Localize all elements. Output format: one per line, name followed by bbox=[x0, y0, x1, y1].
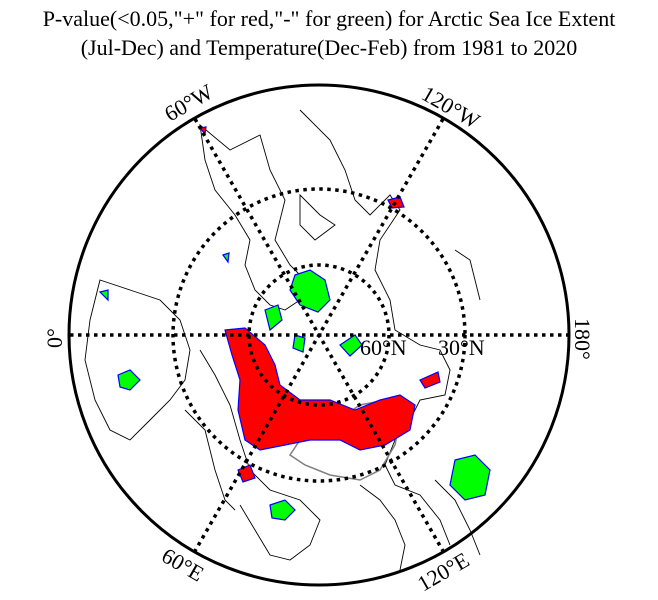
latitude-circle-60n bbox=[247, 263, 391, 407]
label-30n: 30°N bbox=[438, 335, 485, 360]
china-border bbox=[288, 399, 401, 481]
meridian-120w-60e bbox=[193, 118, 445, 552]
title-line-2: (Jul-Dec) and Temperature(Dec-Feb) from … bbox=[80, 35, 578, 60]
label-60e: 60°E bbox=[158, 543, 209, 587]
map-boundary bbox=[67, 83, 571, 587]
label-60n: 60°N bbox=[360, 335, 407, 360]
title-line-1: P-value(<0.05,"+" for red,"-" for green)… bbox=[42, 6, 616, 31]
map-title: P-value(<0.05,"+" for red,"-" for green)… bbox=[0, 4, 658, 62]
label-0: 0° bbox=[42, 328, 67, 348]
negative-significance-regions bbox=[98, 252, 491, 521]
label-60w: 60°W bbox=[160, 79, 217, 127]
label-120e: 120°E bbox=[413, 547, 473, 596]
graticule bbox=[70, 118, 568, 552]
label-180: 180° bbox=[570, 318, 595, 360]
label-120w: 120°W bbox=[418, 81, 485, 134]
coastlines bbox=[84, 109, 481, 571]
